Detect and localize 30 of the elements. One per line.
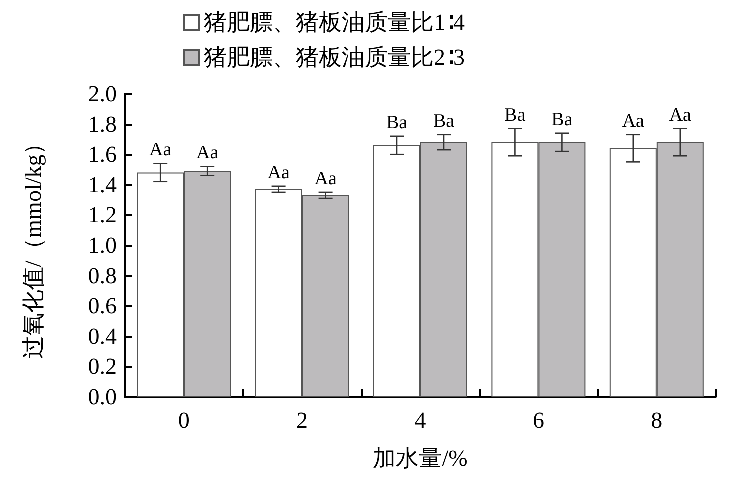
y-axis-title: 过氧化值/（mmol/kg） [21,132,46,360]
data-label: Ba [552,109,574,130]
legend-label: 猪肥膘、猪板油质量比1∶4 [204,10,466,35]
x-tick-label: 4 [414,408,427,433]
data-label: Aa [314,168,338,190]
y-tick-label: 1.4 [88,172,118,198]
y-tick-label: 0.2 [88,354,117,380]
x-tick-label: 0 [178,408,190,433]
data-label: Ba [386,112,408,134]
x-tick-label: 6 [532,408,544,433]
y-tick-label: 0.8 [88,263,117,288]
data-label: Ba [504,104,526,126]
data-label: Ba [433,110,456,132]
y-tick-label: 1.8 [88,112,117,137]
data-label: Aa [669,104,692,126]
data-label: Aa [622,110,646,132]
y-tick-label: 0.0 [88,384,117,410]
y-tick-label: 1.6 [88,142,117,168]
y-tick-label: 1.2 [88,202,117,228]
y-tick-label: 1.0 [88,233,117,258]
data-label: Aa [150,140,172,161]
y-tick-label: 2.0 [88,82,117,106]
data-label: Aa [196,142,220,164]
x-axis-title: 加水量/% [373,446,468,471]
y-tick-label: 0.6 [88,294,117,319]
x-tick-label: 8 [651,408,663,433]
y-tick-label: 0.4 [88,324,118,349]
legend-label: 猪肥膘、猪板油质量比2∶3 [204,45,465,70]
data-label: Aa [268,162,290,184]
x-tick-label: 2 [296,408,308,433]
